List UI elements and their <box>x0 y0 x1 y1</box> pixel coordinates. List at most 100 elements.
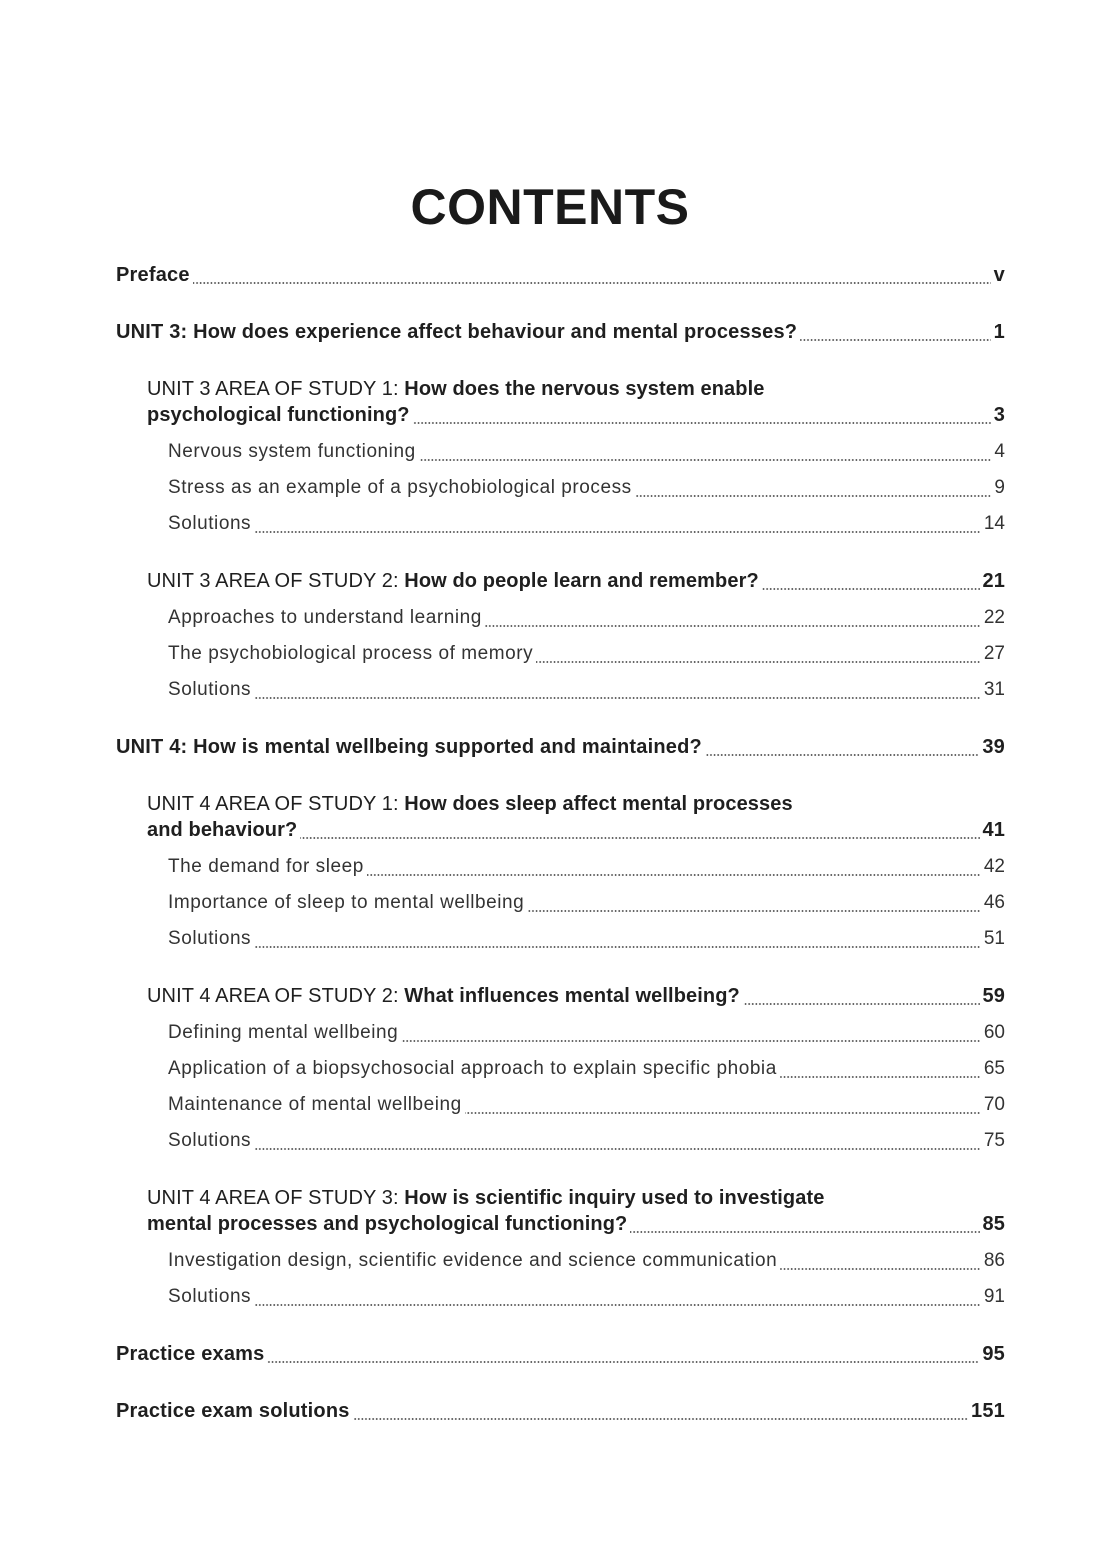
toc-topic-entry[interactable]: Investigation design, scientific evidenc… <box>168 1248 1005 1274</box>
toc-page-number: 95 <box>979 1341 1005 1367</box>
toc-entry-title: Approaches to understand learning <box>168 607 485 628</box>
toc-topic-entry[interactable]: Maintenance of mental wellbeing 70 <box>168 1092 1005 1118</box>
toc-entry-title: Nervous system functioning <box>168 441 419 462</box>
toc-unit-entry[interactable]: Preface v <box>116 262 1005 288</box>
toc-page-number: 27 <box>980 641 1005 667</box>
toc-page-number: 21 <box>979 568 1005 594</box>
toc-entry-line: Defining mental wellbeing <box>168 1022 399 1043</box>
toc-topic-entry[interactable]: The demand for sleep 42 <box>168 854 1005 880</box>
toc-entry-line: How is scientific inquiry used to invest… <box>398 1187 825 1209</box>
toc-entry-title: UNIT 3: How does experience affect behav… <box>116 321 801 343</box>
toc-entry-prefix: UNIT 3 AREA OF STUDY 1: <box>147 378 399 400</box>
toc-entry-title: Stress as an example of a psychobiologic… <box>168 477 635 498</box>
toc-entry-title: UNIT 3 AREA OF STUDY 1: How does the ner… <box>147 378 765 426</box>
toc-entry-line: Approaches to understand learning <box>168 607 482 628</box>
toc-topic-entry[interactable]: Nervous system functioning 4 <box>168 439 1005 465</box>
toc-entry-title: Solutions <box>168 679 255 700</box>
toc-topic-entry[interactable]: Importance of sleep to mental wellbeing 4… <box>168 890 1005 916</box>
toc-entry-title: Solutions <box>168 513 255 534</box>
toc-entry-title: Defining mental wellbeing <box>168 1022 402 1043</box>
toc-entry-line: The demand for sleep <box>168 856 364 877</box>
toc-page-number: 86 <box>980 1248 1005 1274</box>
toc-unit-entry[interactable]: Practice exams 95 <box>116 1341 1005 1367</box>
toc-page-number: 59 <box>979 983 1005 1009</box>
toc-topic-entry[interactable]: Stress as an example of a psychobiologic… <box>168 475 1005 501</box>
toc-entry-title: UNIT 4 AREA OF STUDY 2: What influences … <box>147 985 743 1007</box>
toc-page-number: 22 <box>980 605 1005 631</box>
toc-entry-title: Importance of sleep to mental wellbeing <box>168 892 528 913</box>
toc-entry-line: Nervous system functioning <box>168 441 416 462</box>
toc-entry-prefix: UNIT 4 AREA OF STUDY 2: <box>147 985 399 1007</box>
toc-entry-line: How does sleep affect mental processes <box>398 793 793 815</box>
toc-entry-line: psychological functioning? <box>147 404 410 426</box>
toc-unit-entry[interactable]: Practice exam solutions 151 <box>116 1398 1005 1424</box>
toc-entry-prefix: UNIT 4 AREA OF STUDY 3: <box>147 1187 399 1209</box>
toc-page-number: 85 <box>979 1211 1005 1237</box>
toc-topic-entry[interactable]: Solutions 31 <box>168 677 1005 703</box>
toc-topic-entry[interactable]: Defining mental wellbeing 60 <box>168 1020 1005 1046</box>
toc-page-number: 65 <box>980 1056 1005 1082</box>
toc-entry-line: Solutions <box>168 679 252 700</box>
page-title: CONTENTS <box>410 179 690 235</box>
toc-page-number: 41 <box>979 817 1005 843</box>
toc-entry-title: UNIT 4 AREA OF STUDY 1: How does sleep a… <box>147 793 793 841</box>
toc-entry-line: Importance of sleep to mental wellbeing <box>168 892 525 913</box>
toc-area-entry[interactable]: UNIT 4 AREA OF STUDY 3: How is scientifi… <box>147 1185 1005 1237</box>
toc-entry-line: Solutions <box>168 1130 252 1151</box>
toc-entry-title: The demand for sleep <box>168 856 367 877</box>
toc-entry-line: UNIT 3: How does experience affect behav… <box>116 321 798 343</box>
toc-entry-line: How does the nervous system enable <box>398 378 765 400</box>
toc-entry-title: Practice exam solutions <box>116 1400 353 1422</box>
toc-topic-entry[interactable]: Solutions 75 <box>168 1128 1005 1154</box>
toc-page-number: 4 <box>991 439 1005 465</box>
toc-topic-entry[interactable]: Application of a biopsychosocial approac… <box>168 1056 1005 1082</box>
toc-entry-title: Maintenance of mental wellbeing <box>168 1094 465 1115</box>
toc-topic-entry[interactable]: The psychobiological process of memory 27 <box>168 641 1005 667</box>
toc-entry-title: Solutions <box>168 1130 255 1151</box>
toc-entry-title: The psychobiological process of memory <box>168 643 537 664</box>
toc-entry-title: UNIT 4 AREA OF STUDY 3: How is scientifi… <box>147 1187 825 1235</box>
toc-page-number: v <box>990 262 1005 288</box>
toc-entry-line: What influences mental wellbeing? <box>398 985 740 1007</box>
toc-area-entry[interactable]: UNIT 4 AREA OF STUDY 1: How does sleep a… <box>147 791 1005 843</box>
toc-entry-line: Practice exam solutions <box>116 1400 350 1422</box>
toc-entry-line: Solutions <box>168 928 252 949</box>
toc-page-number: 39 <box>979 734 1005 760</box>
toc-entry-title: Practice exams <box>116 1343 268 1365</box>
toc-page-number: 91 <box>980 1284 1005 1310</box>
toc-entry-title: Investigation design, scientific evidenc… <box>168 1250 781 1271</box>
toc-entry-title: Application of a biopsychosocial approac… <box>168 1058 780 1079</box>
toc-entry-line: Stress as an example of a psychobiologic… <box>168 477 632 498</box>
toc-topic-entry[interactable]: Solutions 14 <box>168 511 1005 537</box>
toc-topic-entry[interactable]: Solutions 91 <box>168 1284 1005 1310</box>
toc-page-number: 3 <box>990 402 1005 428</box>
toc-unit-entry[interactable]: UNIT 4: How is mental wellbeing supporte… <box>116 734 1005 760</box>
toc-topic-entry[interactable]: Approaches to understand learning 22 <box>168 605 1005 631</box>
toc-page-number: 75 <box>980 1128 1005 1154</box>
toc-entry-title: UNIT 3 AREA OF STUDY 2: How do people le… <box>147 570 762 592</box>
toc-area-entry[interactable]: UNIT 3 AREA OF STUDY 1: How does the ner… <box>147 376 1005 428</box>
toc-entry-prefix: UNIT 3 AREA OF STUDY 2: <box>147 570 399 592</box>
toc-entry-line: Preface <box>116 264 190 286</box>
toc-entry-title: Preface <box>116 264 193 286</box>
table-of-contents: Preface v UNIT 3: How does experience affe… <box>116 262 1005 1424</box>
toc-area-entry[interactable]: UNIT 4 AREA OF STUDY 2: What influences … <box>147 983 1005 1009</box>
toc-entry-line: and behaviour? <box>147 819 298 841</box>
toc-entry-line: Investigation design, scientific evidenc… <box>168 1250 778 1271</box>
toc-area-entry[interactable]: UNIT 3 AREA OF STUDY 2: How do people le… <box>147 568 1005 594</box>
toc-entry-prefix: UNIT 4 AREA OF STUDY 1: <box>147 793 399 815</box>
toc-page-number: 9 <box>991 475 1005 501</box>
toc-page-number: 46 <box>980 890 1005 916</box>
toc-unit-entry[interactable]: UNIT 3: How does experience affect behav… <box>116 319 1005 345</box>
toc-page-number: 31 <box>980 677 1005 703</box>
toc-entry-title: Solutions <box>168 1286 255 1307</box>
toc-topic-entry[interactable]: Solutions 51 <box>168 926 1005 952</box>
toc-entry-line: Maintenance of mental wellbeing <box>168 1094 462 1115</box>
toc-page-number: 51 <box>980 926 1005 952</box>
toc-page-number: 1 <box>990 319 1005 345</box>
toc-entry-title: UNIT 4: How is mental wellbeing supporte… <box>116 736 705 758</box>
toc-entry-line: Solutions <box>168 1286 252 1307</box>
toc-entry-line: The psychobiological process of memory <box>168 643 534 664</box>
toc-page-number: 70 <box>980 1092 1005 1118</box>
toc-page-number: 60 <box>980 1020 1005 1046</box>
